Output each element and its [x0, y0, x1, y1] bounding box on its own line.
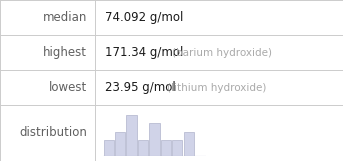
Text: median: median [43, 11, 87, 24]
Bar [127, 115, 137, 156]
Text: (barium hydroxide): (barium hydroxide) [172, 47, 272, 57]
Text: highest: highest [43, 46, 87, 59]
Text: distribution: distribution [19, 127, 87, 139]
Text: (lithium hydroxide): (lithium hydroxide) [167, 82, 267, 93]
Text: 23.95 g/mol: 23.95 g/mol [105, 81, 176, 94]
Bar [115, 132, 125, 156]
Bar [149, 123, 159, 156]
Bar [161, 140, 171, 156]
Bar [172, 140, 182, 156]
Text: 171.34 g/mol: 171.34 g/mol [105, 46, 184, 59]
Bar [138, 140, 148, 156]
Bar [184, 132, 194, 156]
Text: 74.092 g/mol: 74.092 g/mol [105, 11, 184, 24]
Bar [104, 140, 114, 156]
Text: lowest: lowest [49, 81, 87, 94]
